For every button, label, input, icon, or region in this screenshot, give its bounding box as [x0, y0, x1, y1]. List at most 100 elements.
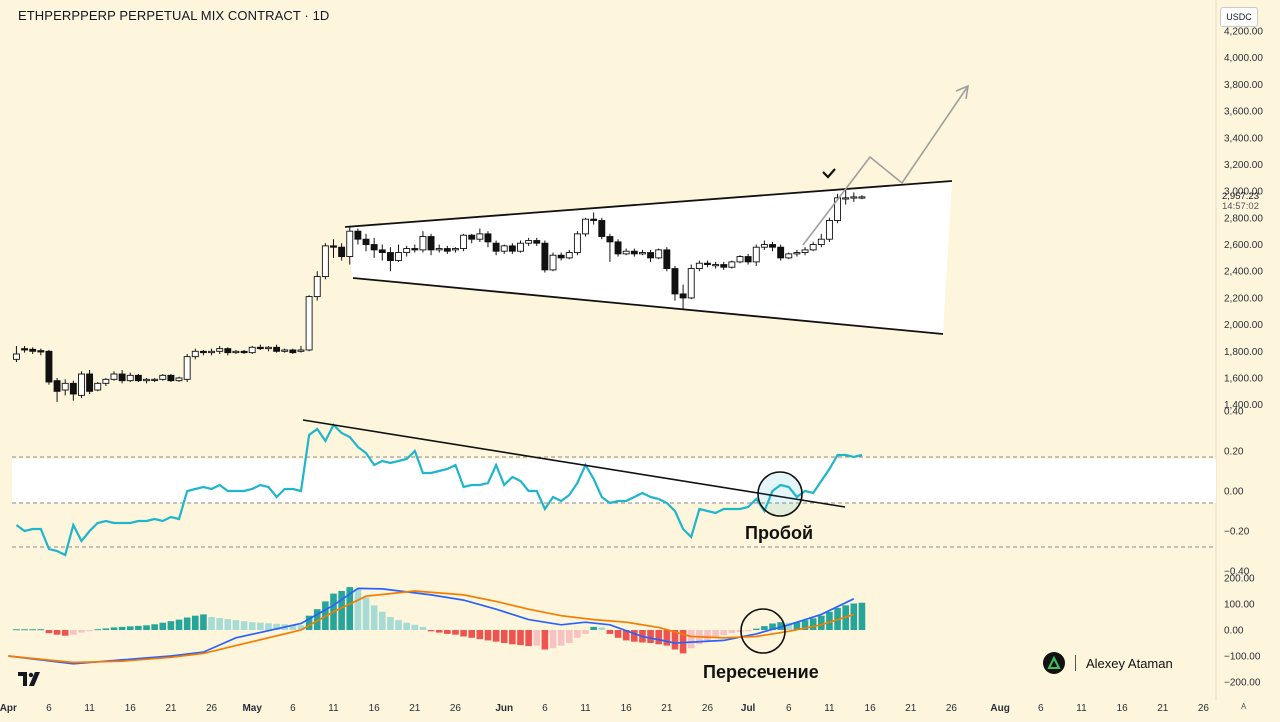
macd-histogram-bar — [110, 627, 118, 630]
macd-histogram-bar — [785, 622, 793, 630]
candle-body — [744, 256, 752, 263]
macd-histogram-bar — [395, 620, 402, 630]
macd-histogram-bar — [826, 611, 833, 630]
macd-histogram-bar — [517, 630, 524, 646]
upper-trendline[interactable] — [344, 180, 953, 228]
candle-body — [549, 254, 557, 271]
author-logo-icon — [1043, 652, 1065, 674]
price-tick-label: 1,600.00 — [1224, 374, 1263, 385]
auto-scale-button[interactable]: A — [1241, 702, 1247, 711]
price-tick-label: 2,600.00 — [1224, 240, 1263, 251]
date-tick-label: 26 — [450, 703, 462, 714]
crossover-circle[interactable] — [740, 608, 786, 654]
macd-histogram-bar — [484, 630, 492, 641]
candle-body — [78, 373, 85, 396]
breakout-circle[interactable] — [757, 471, 803, 517]
date-tick-label: 11 — [328, 703, 339, 714]
price-tick-label: 1,400.00 — [1224, 400, 1263, 411]
macd-pane — [8, 587, 866, 665]
candle-body — [313, 276, 321, 298]
macd-histogram-bar — [257, 622, 264, 630]
candle-body — [159, 374, 167, 380]
macd-histogram-bar — [232, 620, 240, 630]
oscillator-trendline[interactable] — [302, 419, 846, 508]
macd-histogram-bar — [606, 630, 614, 634]
macd-histogram-bar — [679, 630, 687, 654]
macd-histogram-bar — [663, 630, 671, 646]
date-tick-label: 6 — [1038, 703, 1044, 714]
lower-trendline[interactable] — [352, 277, 944, 335]
macd-histogram-bar — [354, 589, 362, 630]
candle-body — [760, 244, 768, 248]
date-tick-label: 16 — [621, 703, 633, 714]
candle-body — [834, 197, 842, 221]
macd-histogram-bar — [769, 623, 776, 630]
projection-path[interactable] — [802, 85, 969, 246]
candle-body — [289, 349, 297, 354]
candle-body — [533, 240, 541, 244]
candle-body — [573, 233, 581, 253]
candle-body — [704, 262, 711, 266]
date-tick-label: 6 — [46, 703, 52, 714]
macd-histogram-bar — [102, 628, 110, 630]
macd-histogram-bar — [265, 623, 272, 630]
candle-body — [769, 244, 776, 248]
candle-body — [224, 348, 232, 354]
candle-body — [143, 378, 150, 382]
price-tick-label: 4,000.00 — [1224, 53, 1263, 64]
macd-histogram-bar — [712, 630, 719, 638]
macd-histogram-bar — [200, 614, 207, 630]
macd-histogram-bar — [631, 630, 638, 642]
candle-body — [208, 350, 216, 354]
candle-body — [29, 348, 37, 352]
tradingview-logo-icon[interactable] — [18, 672, 42, 691]
candle-body — [273, 346, 281, 352]
macd-histogram-bar — [460, 630, 467, 637]
date-axis: Apr 6 11 16 21 26 May 6 11 16 21 26 Jun 6 11 16 21 26 Jul 6… — [0, 703, 1209, 714]
candle-body — [793, 252, 801, 255]
candle-body — [655, 249, 663, 259]
macd-histogram-bar — [37, 629, 45, 631]
checkmark-icon — [822, 168, 836, 179]
macd-histogram-bar — [671, 630, 679, 650]
macd-histogram-bar — [61, 630, 69, 636]
candle-body — [69, 382, 77, 395]
date-tick-label: 6 — [290, 703, 296, 714]
date-tick-label: 11 — [824, 703, 835, 714]
candle-body — [61, 382, 69, 391]
date-tick-label: 6 — [542, 703, 548, 714]
candle-body — [191, 350, 199, 358]
osc-tick-label: 0.40 — [1224, 407, 1244, 418]
macd-histogram-bar — [240, 621, 248, 630]
candle-body — [386, 252, 394, 262]
macd-histogram-bar — [159, 622, 167, 630]
macd-histogram-bar — [444, 630, 451, 634]
macd-histogram-bar — [224, 619, 232, 630]
signal-line — [8, 590, 855, 664]
candle-body — [86, 373, 94, 392]
candle-body — [663, 249, 671, 270]
candle-body — [712, 264, 720, 267]
macd-histogram-bar — [752, 628, 760, 630]
candle-body — [638, 252, 646, 255]
date-tick-label: 11 — [580, 703, 591, 714]
osc-band-fill — [12, 459, 1216, 503]
macd-histogram-bar — [378, 611, 386, 630]
candle-body — [21, 348, 29, 351]
price-tick-label: 3,600.00 — [1224, 107, 1263, 118]
macd-histogram-bar — [21, 629, 28, 631]
candle-body — [248, 346, 256, 354]
macd-histogram-bar — [29, 629, 36, 631]
candle-body — [183, 356, 191, 380]
price-tick-label: 2,400.00 — [1224, 267, 1263, 278]
macd-histogram-bar — [118, 626, 126, 630]
macd-histogram-bar — [655, 630, 662, 645]
currency-selector[interactable]: USDC — [1220, 7, 1258, 27]
macd-histogram-bar — [549, 630, 557, 649]
macd-histogram-bar — [175, 619, 183, 630]
macd-histogram-bar — [305, 615, 313, 630]
projection-arrowhead — [955, 84, 970, 100]
macd-histogram-bar — [509, 630, 516, 645]
candle-body — [297, 349, 305, 352]
